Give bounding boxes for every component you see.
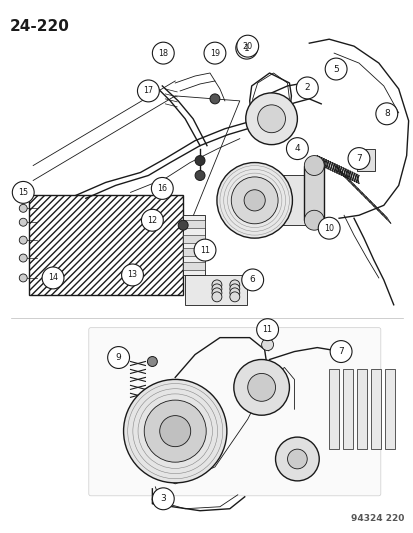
Text: 19: 19 — [209, 49, 219, 58]
Text: 11: 11 — [262, 325, 272, 334]
Circle shape — [195, 171, 204, 181]
Text: 94324 220: 94324 220 — [351, 514, 404, 523]
Text: 5: 5 — [332, 64, 338, 74]
Circle shape — [229, 284, 239, 294]
Bar — [183, 248, 204, 256]
Text: 10: 10 — [323, 224, 333, 233]
Bar — [185, 275, 246, 305]
Text: 4: 4 — [294, 144, 299, 153]
Circle shape — [244, 190, 265, 211]
Circle shape — [194, 239, 216, 261]
Circle shape — [229, 288, 239, 298]
Circle shape — [211, 292, 221, 302]
Circle shape — [261, 338, 273, 351]
Text: 2: 2 — [304, 84, 309, 92]
Bar — [183, 235, 204, 243]
Circle shape — [19, 254, 27, 262]
Circle shape — [211, 288, 221, 298]
Circle shape — [141, 209, 163, 231]
Text: 17: 17 — [143, 86, 153, 95]
Circle shape — [257, 105, 285, 133]
Bar — [304, 166, 323, 220]
FancyBboxPatch shape — [88, 328, 380, 496]
Text: 13: 13 — [127, 270, 137, 279]
Bar — [356, 369, 366, 449]
Text: 20: 20 — [242, 42, 252, 51]
Text: 9: 9 — [116, 353, 121, 362]
Circle shape — [137, 80, 159, 102]
Circle shape — [245, 93, 297, 144]
Circle shape — [195, 156, 204, 166]
Circle shape — [152, 489, 172, 508]
Circle shape — [229, 280, 239, 290]
Circle shape — [296, 77, 318, 99]
Bar — [29, 196, 183, 295]
Text: 11: 11 — [199, 246, 209, 255]
Circle shape — [287, 449, 306, 469]
Circle shape — [19, 218, 27, 226]
Circle shape — [247, 374, 275, 401]
Circle shape — [275, 437, 318, 481]
Bar — [259, 175, 306, 225]
Circle shape — [211, 280, 221, 290]
Text: 8: 8 — [383, 109, 389, 118]
Text: 7: 7 — [337, 347, 343, 356]
Text: 7: 7 — [355, 154, 361, 163]
Bar — [342, 369, 352, 449]
Circle shape — [19, 274, 27, 282]
Text: 6: 6 — [249, 276, 255, 285]
Circle shape — [121, 264, 143, 286]
Circle shape — [211, 284, 221, 294]
Bar — [183, 215, 204, 275]
Circle shape — [107, 346, 129, 368]
Text: 1: 1 — [243, 44, 249, 53]
Bar — [183, 220, 204, 228]
Circle shape — [159, 416, 190, 447]
Bar — [328, 369, 338, 449]
Text: 14: 14 — [48, 273, 58, 282]
Text: 3: 3 — [160, 494, 166, 503]
Circle shape — [12, 181, 34, 203]
Circle shape — [235, 37, 257, 59]
Circle shape — [209, 94, 219, 104]
Circle shape — [375, 103, 397, 125]
Circle shape — [123, 379, 226, 483]
Circle shape — [152, 488, 174, 510]
Bar — [370, 369, 380, 449]
Circle shape — [178, 220, 188, 230]
Circle shape — [256, 319, 278, 341]
Circle shape — [318, 217, 339, 239]
Bar — [384, 369, 394, 449]
Circle shape — [144, 400, 206, 462]
Circle shape — [241, 269, 263, 291]
Circle shape — [325, 58, 346, 80]
Circle shape — [151, 177, 173, 199]
Text: 16: 16 — [157, 184, 167, 193]
Circle shape — [330, 341, 351, 362]
Circle shape — [204, 42, 225, 64]
Circle shape — [229, 292, 239, 302]
Text: 18: 18 — [158, 49, 168, 58]
Text: 24-220: 24-220 — [9, 19, 69, 34]
Circle shape — [19, 236, 27, 244]
Bar — [356, 149, 374, 171]
Circle shape — [304, 211, 323, 230]
Circle shape — [231, 177, 278, 224]
Circle shape — [19, 204, 27, 212]
Text: 12: 12 — [147, 216, 157, 225]
Circle shape — [286, 138, 308, 159]
Circle shape — [304, 156, 323, 175]
Circle shape — [347, 148, 369, 169]
Circle shape — [152, 42, 174, 64]
Text: 15: 15 — [18, 188, 28, 197]
Circle shape — [216, 163, 292, 238]
Bar — [183, 262, 204, 270]
Circle shape — [42, 267, 64, 289]
Circle shape — [233, 360, 289, 415]
Circle shape — [147, 357, 157, 367]
Circle shape — [236, 35, 258, 57]
